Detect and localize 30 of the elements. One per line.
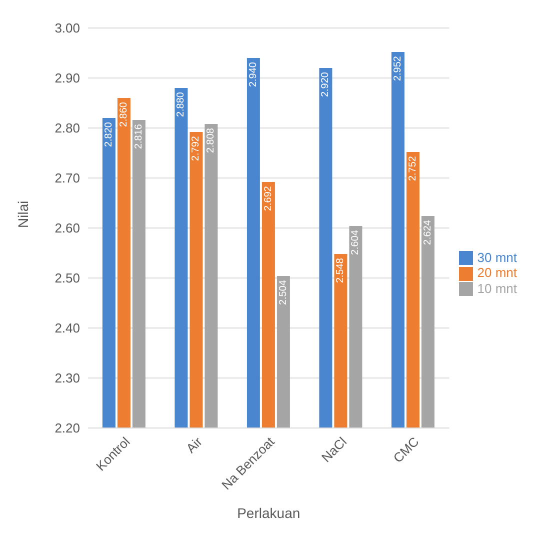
data-label: 2.604 (350, 230, 362, 256)
y-tick-label: 2.60 (54, 220, 80, 236)
data-label: 2.816 (133, 124, 144, 150)
data-label: 2.792 (190, 136, 202, 162)
data-label: 2.880 (176, 92, 187, 118)
data-label: 2.820 (103, 122, 114, 148)
data-label: 2.692 (262, 186, 274, 212)
legend-label: 30 mnt (477, 250, 517, 265)
y-tick-label: 3.00 (54, 20, 80, 36)
y-tick-label: 2.40 (54, 320, 80, 336)
data-label: 2.940 (248, 62, 259, 88)
data-label: 2.548 (335, 258, 346, 284)
y-axis-title: Nilai (14, 200, 31, 228)
data-label: 2.752 (407, 156, 418, 182)
data-label: 2.624 (422, 220, 434, 246)
x-axis-title: Perlakuan (237, 505, 300, 521)
x-tick-label: Air (183, 434, 206, 456)
data-label: 2.808 (206, 128, 217, 154)
legend-label: 20 mnt (477, 265, 517, 280)
data-label: 2.860 (118, 102, 130, 128)
data-label: 2.920 (320, 72, 332, 98)
y-tick-label: 2.30 (54, 370, 80, 386)
y-tick-label: 2.50 (54, 270, 80, 286)
data-label: 2.952 (392, 56, 404, 82)
y-tick-label: 2.20 (54, 420, 80, 436)
y-tick-label: 2.80 (54, 120, 80, 136)
legend-label: 10 mnt (477, 280, 517, 296)
data-label: 2.504 (278, 280, 289, 306)
y-tick-label: 2.90 (54, 70, 80, 86)
y-tick-label: 2.70 (54, 170, 80, 186)
